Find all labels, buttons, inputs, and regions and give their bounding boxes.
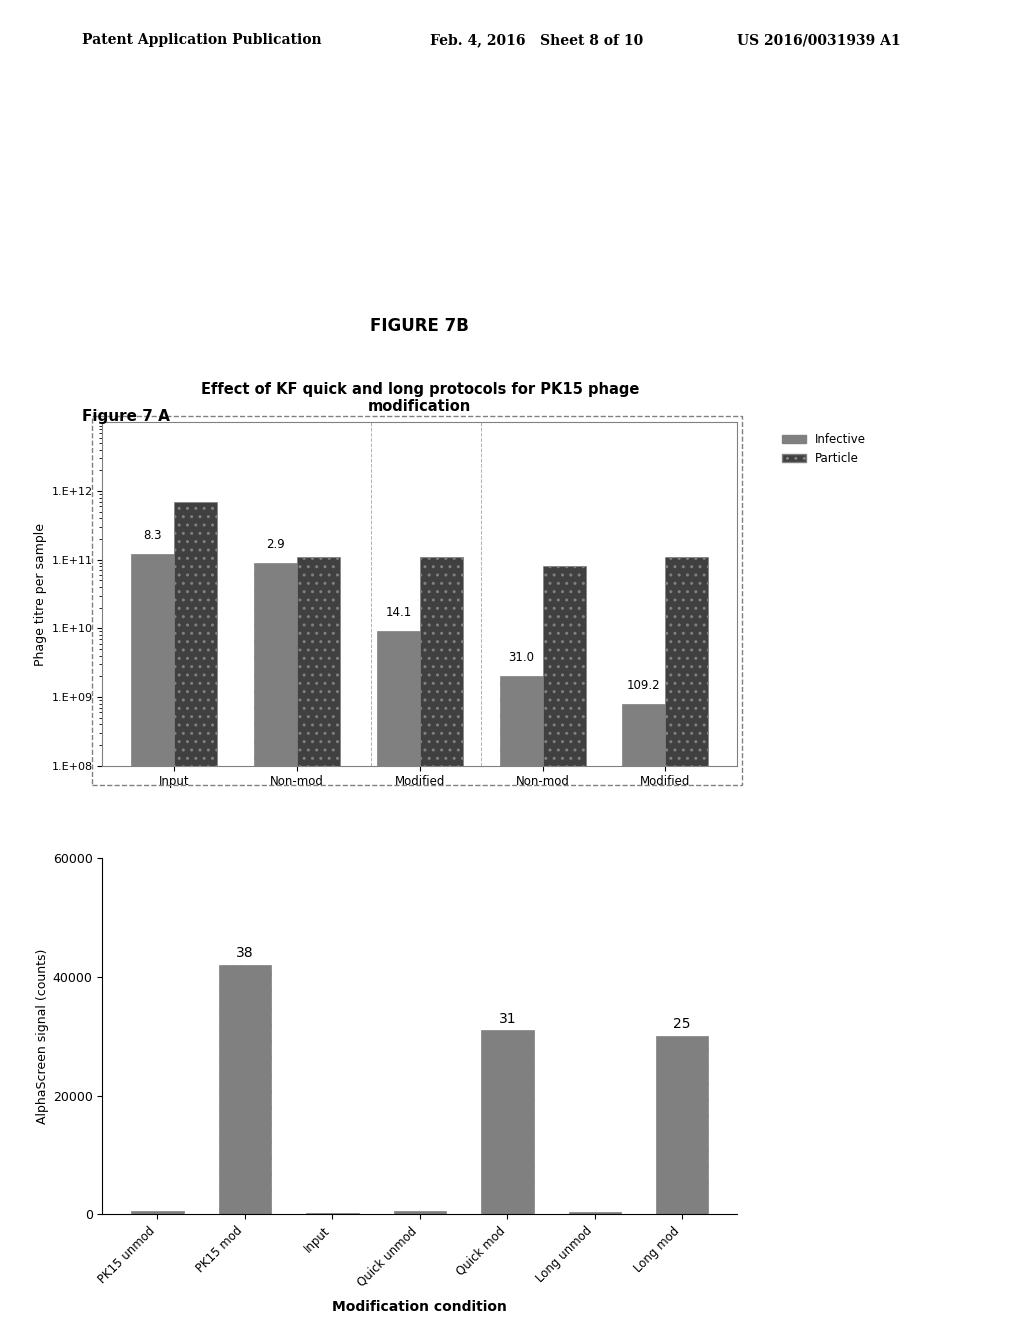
Bar: [623, 704, 666, 1320]
Text: Patent Application Publication: Patent Application Publication: [82, 33, 322, 48]
Text: 25: 25: [674, 1018, 691, 1031]
Text: 109.2: 109.2: [627, 678, 660, 692]
Bar: [656, 1036, 709, 1214]
Bar: [306, 1213, 358, 1214]
Text: Long protocol: Long protocol: [428, 875, 513, 888]
Bar: [568, 1212, 621, 1214]
Bar: [481, 1030, 534, 1214]
Y-axis label: Phage titre per sample: Phage titre per sample: [35, 523, 47, 665]
Bar: [254, 562, 297, 1320]
Bar: [297, 557, 340, 1320]
Bar: [174, 502, 217, 1320]
Bar: [543, 566, 586, 1320]
Text: Quick protocol: Quick protocol: [231, 875, 323, 888]
Text: 2.9: 2.9: [266, 537, 285, 550]
Text: 31.0: 31.0: [508, 651, 535, 664]
Text: FIGURE 7B: FIGURE 7B: [371, 317, 469, 335]
Y-axis label: AlphaScreen signal (counts): AlphaScreen signal (counts): [36, 949, 48, 1123]
Text: 38: 38: [237, 946, 254, 960]
Bar: [666, 557, 709, 1320]
Text: 14.1: 14.1: [385, 606, 412, 619]
Text: Feb. 4, 2016   Sheet 8 of 10: Feb. 4, 2016 Sheet 8 of 10: [430, 33, 643, 48]
X-axis label: Modification condition: Modification condition: [333, 1300, 507, 1313]
Bar: [377, 631, 420, 1320]
Bar: [131, 554, 174, 1320]
Bar: [420, 557, 463, 1320]
Bar: [393, 1212, 446, 1214]
Bar: [219, 965, 271, 1214]
Title: Effect of KF quick and long protocols for PK15 phage
modification: Effect of KF quick and long protocols fo…: [201, 381, 639, 414]
Text: 8.3: 8.3: [143, 529, 162, 543]
Text: 31: 31: [499, 1011, 516, 1026]
Text: Figure 7 A: Figure 7 A: [82, 409, 170, 424]
Bar: [131, 1212, 183, 1214]
Text: US 2016/0031939 A1: US 2016/0031939 A1: [737, 33, 901, 48]
Legend: Infective, Particle: Infective, Particle: [777, 428, 871, 470]
Bar: [500, 676, 543, 1320]
